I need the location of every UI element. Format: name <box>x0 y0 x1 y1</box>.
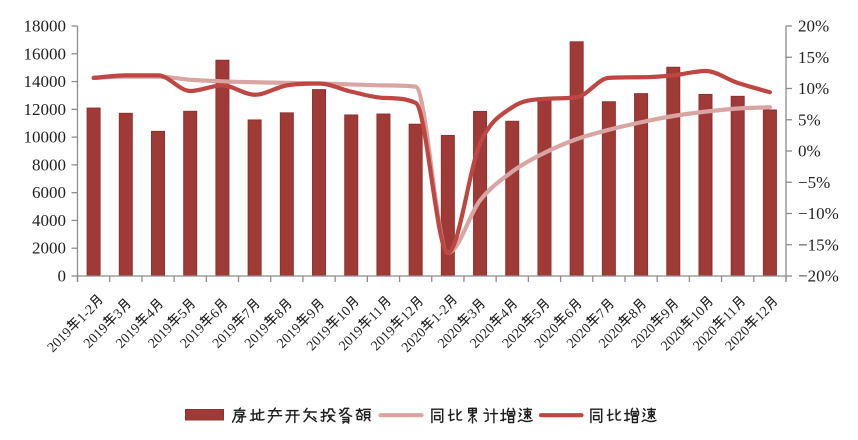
svg-text:6000: 6000 <box>32 183 66 202</box>
svg-text:18000: 18000 <box>24 17 67 36</box>
svg-text:−5%: −5% <box>798 173 830 192</box>
svg-text:0: 0 <box>58 267 67 286</box>
svg-text:−10%: −10% <box>798 204 839 223</box>
svg-text:10000: 10000 <box>24 128 67 147</box>
svg-text:12000: 12000 <box>24 100 67 119</box>
svg-text:10%: 10% <box>798 79 829 98</box>
svg-text:16000: 16000 <box>24 44 67 63</box>
svg-text:2000: 2000 <box>32 239 66 258</box>
svg-text:5%: 5% <box>798 110 821 129</box>
svg-text:4000: 4000 <box>32 211 66 230</box>
svg-text:15%: 15% <box>798 48 829 67</box>
svg-text:−20%: −20% <box>798 267 839 286</box>
svg-text:0%: 0% <box>798 142 821 161</box>
svg-text:−15%: −15% <box>798 235 839 254</box>
svg-text:8000: 8000 <box>32 155 66 174</box>
svg-text:14000: 14000 <box>24 72 67 91</box>
svg-text:20%: 20% <box>798 17 829 36</box>
